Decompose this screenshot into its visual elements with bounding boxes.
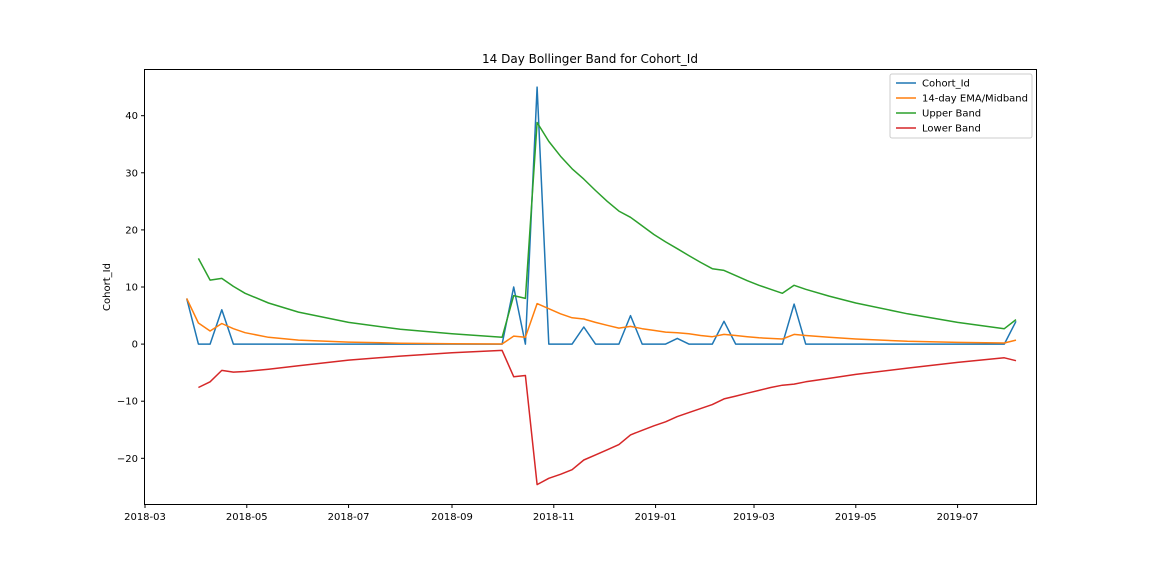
chart-title: 14 Day Bollinger Band for Cohort_Id: [482, 52, 698, 66]
legend-label-lower-band: Lower Band: [922, 124, 981, 135]
x-tick-label: 2019-03: [733, 512, 775, 523]
y-tick-label: 0: [132, 340, 138, 351]
series-line-cohort-id: [185, 86, 1017, 345]
x-tick-label: 2018-11: [533, 512, 575, 523]
legend-box: [889, 73, 1033, 139]
series-line-14-day-ema-midband: [186, 298, 1017, 345]
y-tick-label: 40: [125, 111, 138, 122]
series-layer: [185, 86, 1017, 486]
series-line-upper-band: [197, 121, 1017, 339]
x-tick-label: 2018-09: [431, 512, 473, 523]
x-axis: 2018-03 2018-05 2018-07 2018-09 2018-11 2019-…: [124, 504, 978, 523]
y-axis: −20 −10 0 10 20 30 40: [117, 111, 145, 465]
x-tick-label: 2018-05: [226, 512, 268, 523]
y-tick-label: 10: [125, 283, 138, 294]
series-line-lower-band: [198, 349, 1017, 486]
legend-label-14-day-ema-midband: 14-day EMA/Midband: [922, 94, 1028, 105]
x-tick-label: 2018-07: [328, 512, 370, 523]
y-tick-label: 30: [125, 168, 138, 179]
legend: Cohort_Id 14-day EMA/Midband Upper Band Low…: [889, 73, 1033, 139]
x-tick-label: 2019-05: [835, 512, 877, 523]
y-tick-label: −10: [117, 397, 138, 408]
x-tick-label: 2019-07: [937, 512, 979, 523]
x-tick-label: 2019-01: [635, 512, 677, 523]
y-tick-label: −20: [117, 454, 138, 465]
y-tick-label: 20: [125, 225, 138, 236]
y-axis-label: Cohort_Id: [102, 263, 113, 311]
legend-label-upper-band: Upper Band: [922, 109, 981, 120]
legend-label-cohort-id: Cohort_Id: [922, 79, 970, 90]
x-tick-label: 2018-03: [124, 512, 166, 523]
